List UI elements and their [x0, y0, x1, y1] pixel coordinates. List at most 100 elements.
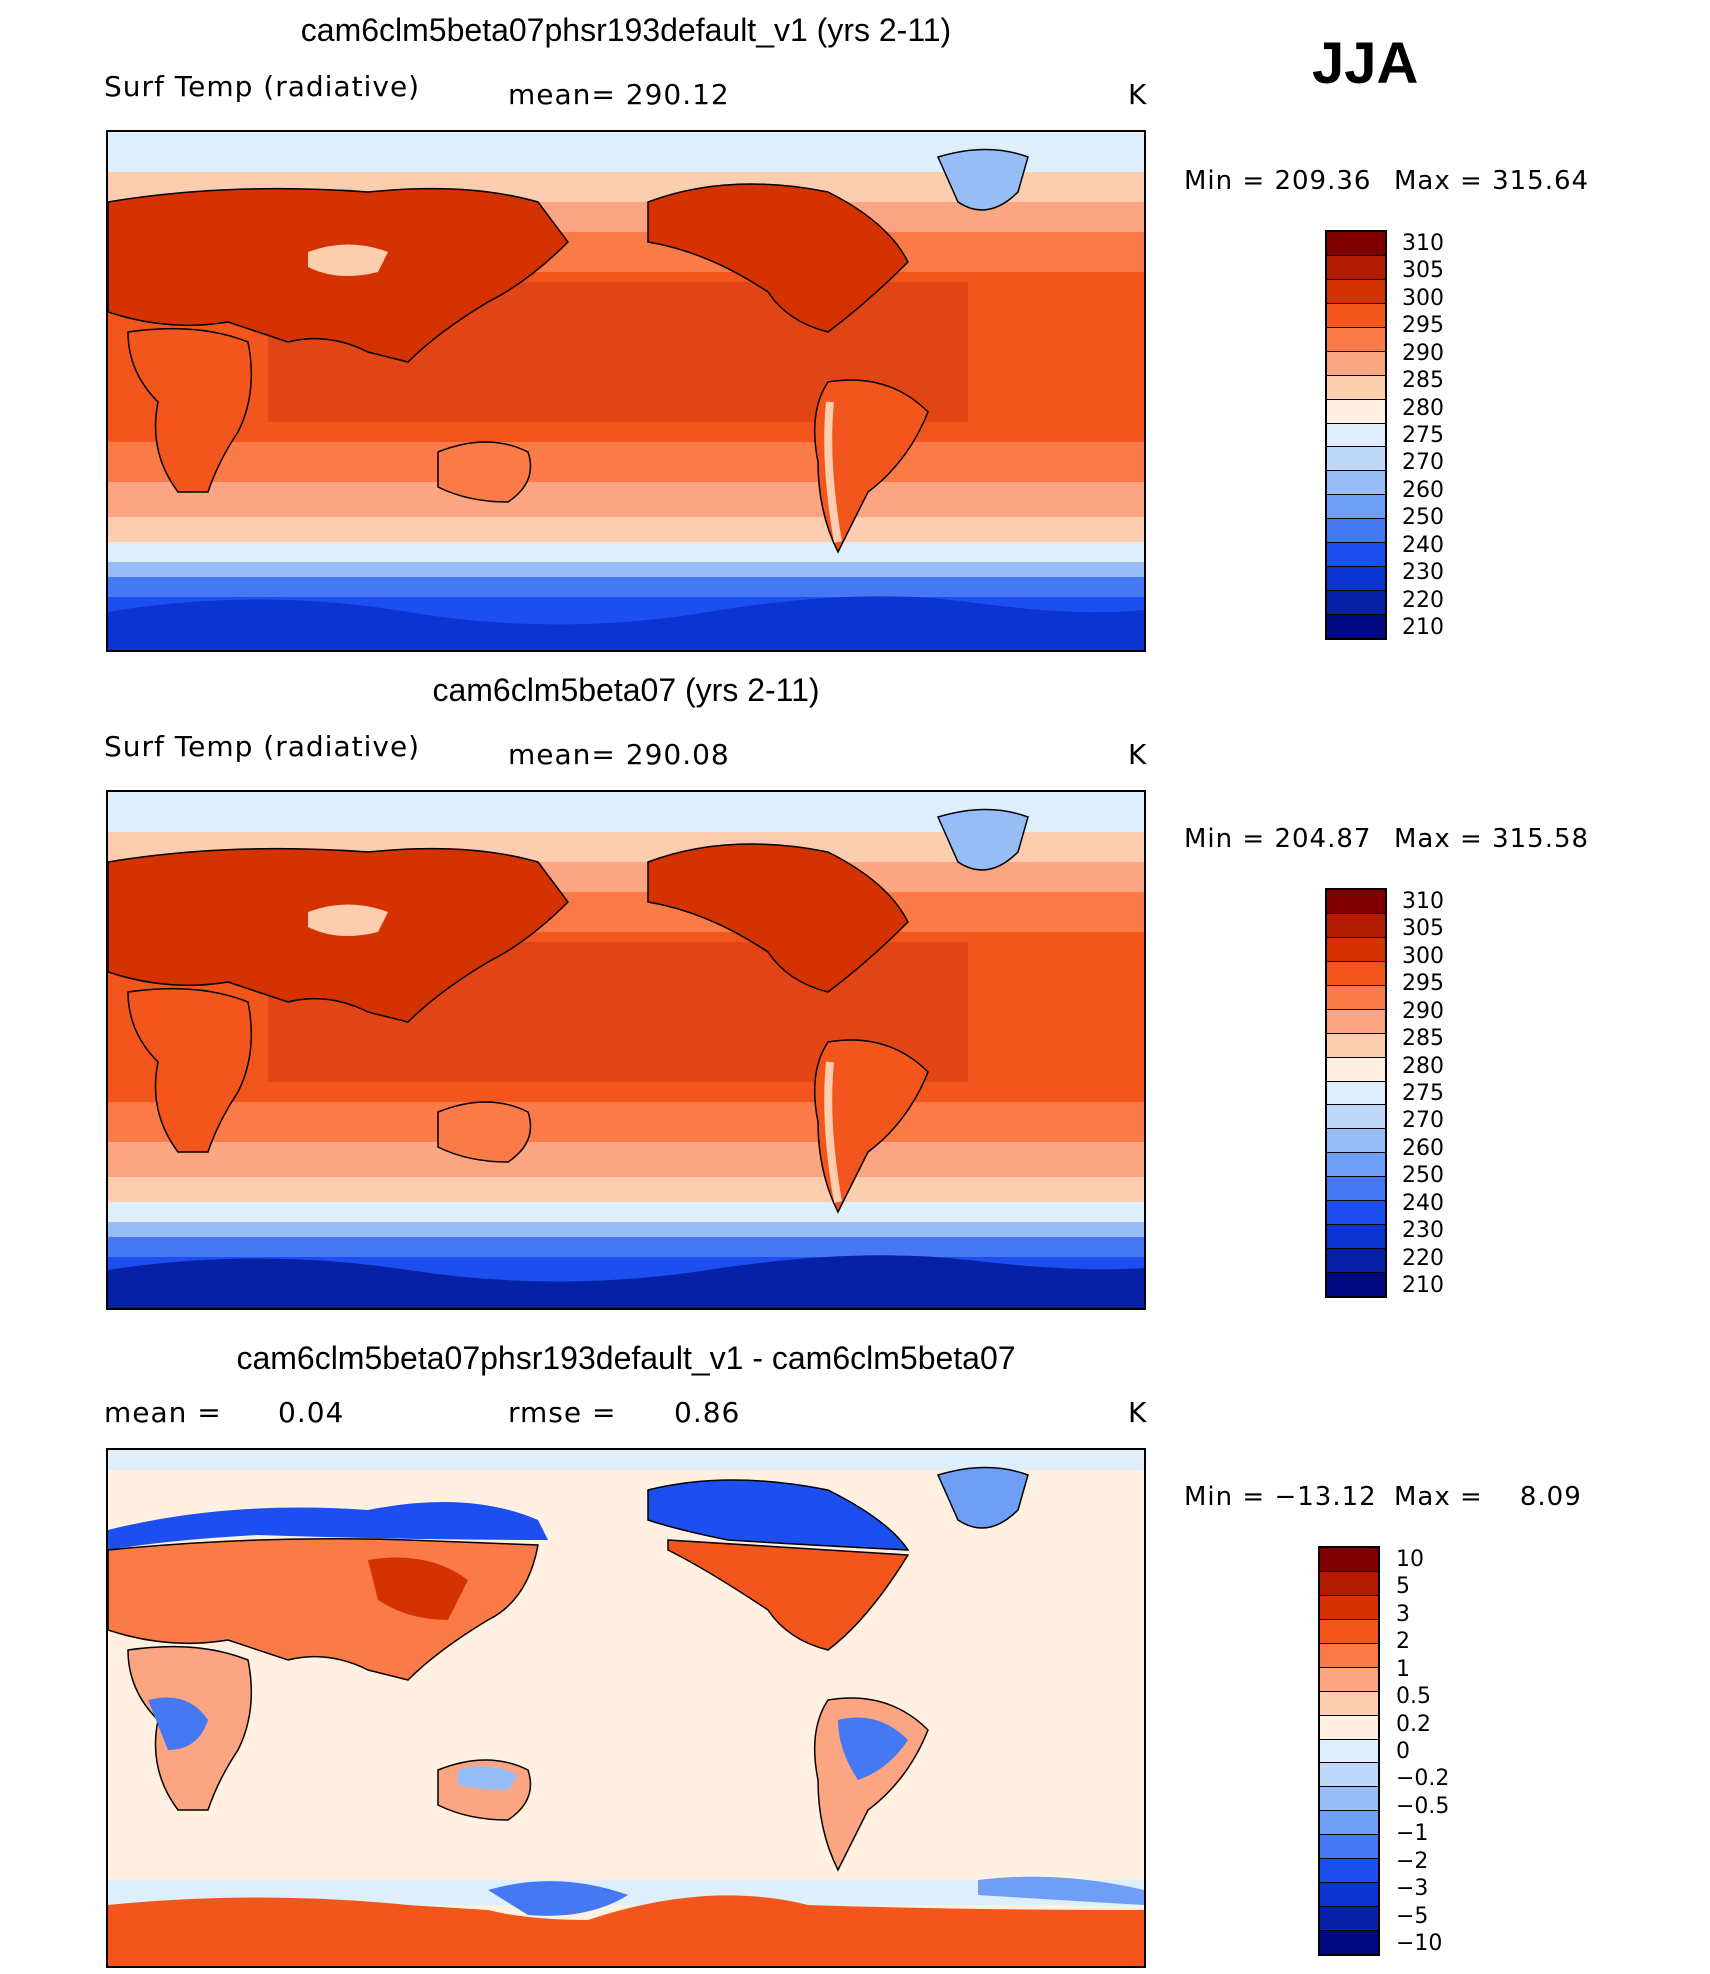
panel3-units: K — [1128, 1396, 1148, 1429]
panel1-colorbar-labels: 310 305 300 295 290 285 280 275 270 260 250 240 230 2… — [1402, 233, 1482, 639]
panel1-colorbar-swatch — [1327, 495, 1385, 520]
panel3-min: Min = −13.12 — [1184, 1482, 1377, 1512]
panel1-colorbar-tick-label: 295 — [1402, 313, 1444, 339]
panel2-variable: Surf Temp (radiative) — [104, 730, 421, 763]
diff-canada — [647, 1479, 910, 1551]
panel2-colorbar-swatch — [1327, 1129, 1385, 1154]
panel1-colorbar-swatch — [1327, 543, 1385, 568]
panel2-colorbar-swatch — [1327, 1273, 1385, 1296]
panel1-colorbar-tick-label: 210 — [1402, 615, 1444, 640]
panel3-colorbar-swatch — [1320, 1643, 1378, 1668]
australia — [437, 1101, 532, 1163]
panel2-colorbar-tick-label: 210 — [1402, 1273, 1444, 1298]
greenland — [936, 148, 1029, 211]
map-band — [108, 562, 1144, 577]
panel2-colorbar-tick-label: 220 — [1402, 1245, 1444, 1271]
panel2-colorbar-tick-label: 270 — [1402, 1108, 1444, 1134]
panel1-colorbar-tick-label: 305 — [1402, 258, 1444, 284]
panel3-colorbar-swatch — [1320, 1667, 1378, 1692]
panel3-colorbar-tick-label: 10 — [1396, 1547, 1424, 1572]
panel2-colorbar-swatch — [1327, 1033, 1385, 1058]
panel1-variable: Surf Temp (radiative) — [104, 70, 421, 103]
panel2-colorbar — [1325, 888, 1387, 1298]
panel1-colorbar-swatch — [1327, 447, 1385, 472]
panel1-colorbar-tick-label: 275 — [1402, 423, 1444, 448]
map-band — [108, 1237, 1144, 1257]
map-band — [108, 1222, 1144, 1237]
diff-ross-sea — [488, 1881, 628, 1916]
panel2-colorbar-tick-label: 280 — [1402, 1053, 1444, 1079]
panel3-colorbar-tick-label: −0.2 — [1396, 1766, 1450, 1792]
panel2-colorbar-swatch — [1327, 1225, 1385, 1250]
panel3-max: Max = 8.09 — [1394, 1482, 1582, 1512]
panel1-colorbar-swatch — [1327, 232, 1385, 256]
panel1-units: K — [1128, 78, 1148, 111]
panel2-colorbar-tick-label: 250 — [1402, 1163, 1444, 1189]
map-band — [108, 1142, 1144, 1177]
diff-australia-north — [458, 1766, 518, 1790]
panel3-colorbar-tick-label: 0.2 — [1396, 1711, 1431, 1737]
panel2-colorbar-tick-label: 260 — [1402, 1135, 1444, 1161]
africa — [127, 327, 253, 493]
diff-greenland — [936, 1466, 1029, 1529]
panel1-colorbar-tick-label: 250 — [1402, 505, 1444, 531]
panel2-colorbar-tick-label: 290 — [1402, 998, 1444, 1024]
panel3-colorbar-swatch — [1320, 1907, 1378, 1931]
panel3-map — [106, 1448, 1146, 1968]
antarctica — [108, 596, 1144, 650]
panel3-colorbar-swatch — [1320, 1595, 1378, 1620]
panel2-min: Min = 204.87 — [1184, 824, 1372, 854]
map-band — [108, 442, 1144, 482]
panel3-colorbar-tick-label: 2 — [1396, 1629, 1410, 1655]
panel2-colorbar-swatch — [1327, 1249, 1385, 1273]
panel3-colorbar-tick-label: 3 — [1396, 1601, 1410, 1627]
panel3-rmse-value: 0.86 — [674, 1396, 741, 1429]
panel2-colorbar-swatch — [1327, 890, 1385, 914]
panel3-colorbar-tick-label: −10 — [1396, 1931, 1443, 1956]
panel1-colorbar-tick-label: 290 — [1402, 340, 1444, 366]
panel2-colorbar-tick-label: 285 — [1402, 1026, 1444, 1052]
north-america — [647, 183, 909, 333]
panel2-colorbar-swatch — [1327, 937, 1385, 962]
panel1-colorbar-swatch — [1327, 471, 1385, 496]
panel1-colorbar-swatch — [1327, 615, 1385, 638]
panel1-colorbar-tick-label: 260 — [1402, 477, 1444, 503]
panel1-colorbar-tick-label: 230 — [1402, 560, 1444, 586]
diff-north-america — [667, 1539, 910, 1651]
panel3-colorbar-swatch — [1320, 1548, 1378, 1572]
panel1-title: cam6clm5beta07phsr193default_v1 (yrs 2-1… — [300, 12, 952, 48]
panel3-colorbar-swatch — [1320, 1811, 1378, 1836]
tibet — [308, 244, 388, 276]
panel2-colorbar-tick-label: 275 — [1402, 1081, 1444, 1106]
panel2-colorbar-swatch — [1327, 1177, 1385, 1202]
panel3-colorbar-tick-label: 5 — [1396, 1574, 1410, 1600]
panel3-title: cam6clm5beta07phsr193default_v1 - cam6cl… — [236, 1340, 1016, 1376]
diff-east-asia — [368, 1557, 468, 1620]
diff-southern-ocean — [108, 1895, 1144, 1966]
panel3-colorbar-tick-label: 0 — [1396, 1739, 1410, 1764]
panel3-map-svg — [108, 1450, 1144, 1966]
diff-arctic-land — [108, 1502, 548, 1550]
panel3-colorbar-swatch — [1320, 1763, 1378, 1788]
andes — [824, 1061, 842, 1203]
panel2-colorbar-tick-label: 300 — [1402, 943, 1444, 969]
panel3-mean-value: 0.04 — [278, 1396, 345, 1429]
panel3-colorbar-swatch — [1320, 1835, 1378, 1860]
panel1-colorbar-tick-label: 270 — [1402, 450, 1444, 476]
south-america — [813, 1039, 929, 1214]
panel3-colorbar-swatch — [1320, 1715, 1378, 1740]
australia — [437, 441, 532, 503]
panel2-colorbar-tick-label: 305 — [1402, 916, 1444, 942]
panel3-colorbar-swatch — [1320, 1739, 1378, 1764]
panel3-colorbar-tick-label: −0.5 — [1396, 1793, 1450, 1819]
panel3-colorbar-swatch — [1320, 1787, 1378, 1812]
panel3-colorbar-tick-label: −3 — [1396, 1876, 1429, 1902]
panel2-colorbar-swatch — [1327, 1153, 1385, 1178]
panel2-colorbar-swatch — [1327, 1009, 1385, 1034]
panel3-colorbar-swatch — [1320, 1691, 1378, 1716]
andes — [824, 401, 842, 543]
panel1-colorbar-swatch — [1327, 591, 1385, 615]
panel2-colorbar-labels: 310 305 300 295 290 285 280 275 270 260 250 240 230 2… — [1402, 891, 1482, 1297]
panel2-colorbar-tick-label: 295 — [1402, 971, 1444, 997]
panel2-colorbar-swatch — [1327, 1081, 1385, 1106]
